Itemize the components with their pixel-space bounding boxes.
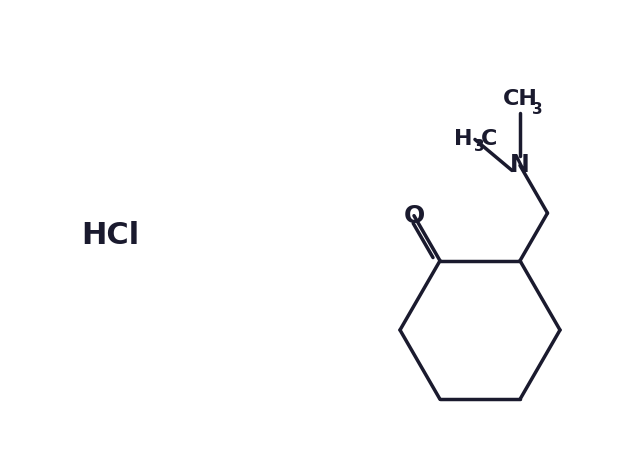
Text: O: O xyxy=(403,204,424,227)
Text: H: H xyxy=(454,129,473,149)
Text: 3: 3 xyxy=(532,102,542,118)
Text: 3: 3 xyxy=(474,139,484,154)
Text: C: C xyxy=(481,129,497,149)
Text: HCl: HCl xyxy=(81,220,139,250)
Text: CH: CH xyxy=(502,89,538,110)
Text: N: N xyxy=(510,154,530,178)
